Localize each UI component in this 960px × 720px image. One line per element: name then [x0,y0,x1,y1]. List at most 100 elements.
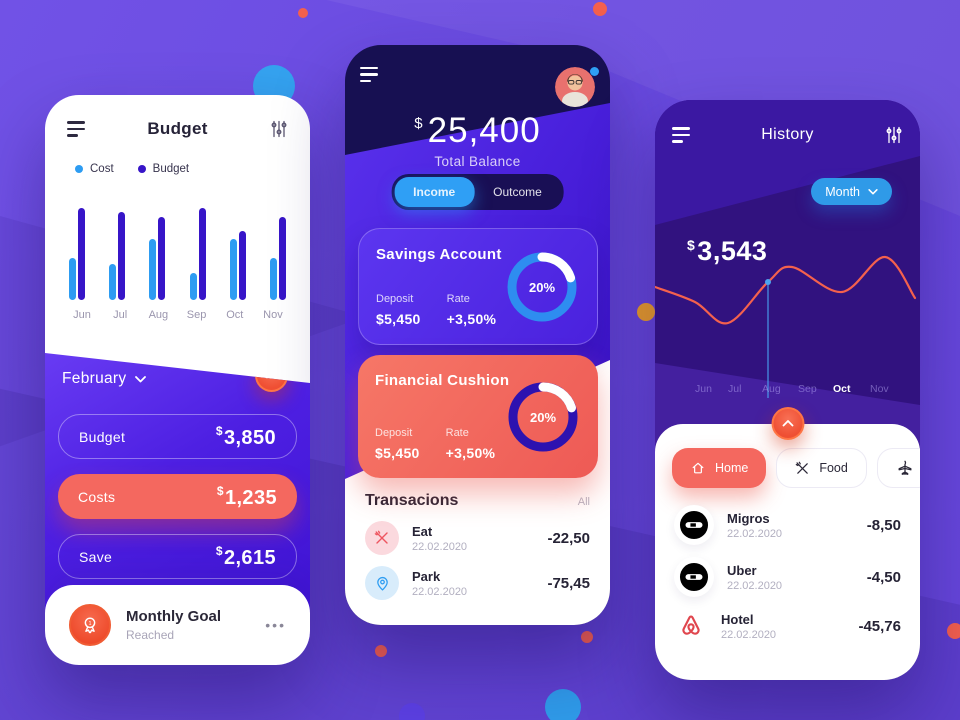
hamburger-icon[interactable] [360,67,378,83]
transaction-row-eat[interactable]: Eat 22.02.2020 -22,50 [345,521,610,555]
row-label: Save [79,548,113,565]
airbnb-icon [674,609,708,643]
rate-column: Rate +3,50% [445,427,496,461]
balance-amount: $25,400 [414,111,541,150]
tx-name: Hotel [721,611,754,627]
bar-cost [149,239,157,300]
x-tick: Jul [113,309,128,321]
legend-dot-cost [75,165,83,173]
hamburger-icon[interactable] [67,121,85,137]
sliders-icon[interactable] [270,120,288,138]
period-label: Month [825,184,860,199]
toggle-outcome[interactable]: Outcome [493,185,542,199]
x-tick: Jul [728,383,741,395]
x-tick: Jun [73,309,91,321]
ellipsis-icon[interactable]: ••• [265,617,286,633]
summary-row-costs[interactable]: Costs $1,235 [58,474,297,519]
decor-dot [399,703,425,720]
financial-cushion-card: Financial Cushion Deposit $5,450 Rate +3… [358,355,598,478]
sliders-icon[interactable] [885,126,903,144]
toggle-income[interactable]: Income [394,177,475,207]
transaction-row-migros[interactable]: Migros 22.02.2020 -8,50 [655,505,920,545]
row-value: $2,615 [215,543,276,569]
card-title: Financial Cushion [375,372,510,389]
row-label: Costs [78,488,116,505]
tx-name: Migros [727,510,770,526]
legend-item-budget: Budget [137,163,190,175]
bar-group [229,231,246,300]
income-outcome-toggle: Income Outcome [391,174,564,210]
legend-label: Budget [152,163,190,175]
tx-date: 22.02.2020 [727,527,783,540]
medal-icon: 1 [69,604,111,646]
location-pin-icon [365,566,399,600]
collapse-button[interactable] [771,407,804,440]
chart-legend: Cost Budget [75,163,310,175]
x-tick: Sep [186,309,207,321]
chevron-down-icon [135,375,147,382]
svg-text:20%: 20% [530,410,556,425]
decor-dot [637,303,655,321]
history-transactions: Migros 22.02.2020 -8,50 Uber [655,505,920,643]
page-title: Budget [147,119,208,138]
legend-label: Cost [90,163,114,175]
transactions-title: Transacions [365,492,459,509]
transaction-row-uber[interactable]: Uber 22.02.2020 -4,50 [655,557,920,597]
plane-icon [898,460,912,475]
hamburger-icon[interactable] [672,127,690,143]
history-card: Home Food [655,407,920,680]
x-tick: Aug [762,383,781,395]
row-value: $3,850 [215,423,276,449]
chevron-up-icon [266,372,277,379]
history-screen: History Month $3,543 Jun Jul Aug Sep Oct Nov [655,100,920,680]
chevron-up-icon [782,420,793,427]
history-amount: $3,543 [687,236,768,266]
uber-icon [674,505,714,545]
tx-date: 22.02.2020 [721,628,777,641]
bar-group [69,208,85,300]
savings-account-card: Savings Account Deposit $5,450 Rate +3,5… [358,228,598,345]
row-value: $1,235 [216,483,277,509]
deposit-column: Deposit $5,450 [375,427,420,461]
decor-dot [947,623,960,639]
summary-row-budget[interactable]: Budget $3,850 [58,414,297,459]
savings-donut-chart: 20% [507,252,577,321]
tx-date: 22.02.2020 [412,585,468,598]
svg-text:1: 1 [88,621,91,627]
decor-dot [581,631,593,643]
transaction-row-hotel[interactable]: Hotel 22.02.2020 -45,76 [655,609,920,643]
collapse-button[interactable] [255,359,288,392]
chevron-down-icon [868,188,878,194]
tx-amount: -45,76 [858,617,901,635]
decor-dot [545,689,581,720]
all-link[interactable]: All [577,496,590,508]
bar-cost [109,264,117,300]
bar-budget [278,217,286,300]
transaction-row-park[interactable]: Park 22.02.2020 -75,45 [345,566,610,600]
bar-group [269,217,286,300]
period-dropdown[interactable]: Month [811,178,892,205]
category-home[interactable]: Home [672,448,767,488]
tx-name: Park [412,568,441,584]
monthly-goal-card[interactable]: 1 Monthly Goal Reached ••• [45,585,310,665]
category-travel[interactable] [876,448,920,488]
user-avatar[interactable] [555,67,599,107]
budget-bar-chart: Jun Jul Aug Sep Oct Nov [69,205,286,321]
tx-amount: -22,50 [547,529,590,547]
month-selector[interactable]: February [62,370,147,388]
x-tick: Jun [695,383,712,395]
tx-amount: -75,45 [547,574,590,592]
total-balance: $25,400 Total Balance [345,111,610,169]
tx-amount: -4,50 [866,568,901,586]
page-title: History [761,126,814,143]
bar-budget [158,217,166,300]
category-food[interactable]: Food [776,448,867,488]
x-tick: Nov [263,309,283,321]
uber-icon [674,557,714,597]
bar-cost [269,258,277,300]
decor-dot [375,645,387,657]
chart-marker-dot [765,279,771,285]
history-line-path [655,255,917,325]
bar-budget [238,231,246,300]
summary-row-save[interactable]: Save $2,615 [58,534,297,579]
